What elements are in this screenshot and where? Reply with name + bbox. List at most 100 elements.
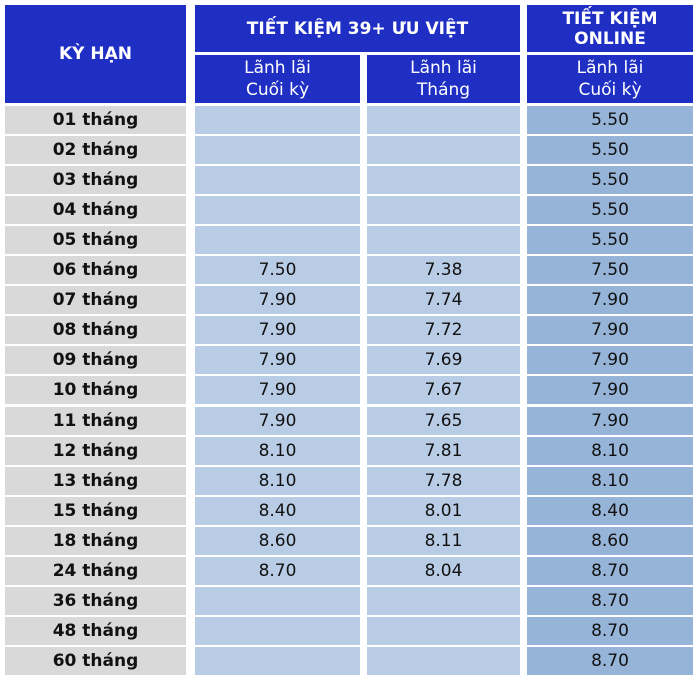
rate-text: 8.70: [258, 560, 297, 581]
term-cell: 03 tháng: [5, 166, 186, 195]
term-cell: 15 tháng: [5, 496, 186, 525]
header-text: KỲ HẠN: [58, 44, 132, 64]
rate-cell: [195, 586, 360, 615]
term-text: 60 tháng: [52, 650, 139, 671]
rate-cell: 7.78: [367, 466, 520, 495]
rate-text: 8.60: [258, 530, 297, 551]
rate-cell: [367, 646, 520, 675]
term-text: 06 tháng: [52, 260, 139, 281]
term-text: 08 tháng: [52, 320, 139, 341]
rate-cell: 7.90: [195, 376, 360, 405]
rate-text: 7.90: [258, 380, 297, 401]
rate-cell: 7.90: [527, 316, 693, 345]
rate-text: 8.70: [591, 590, 629, 611]
rate-text: 8.70: [591, 560, 629, 581]
rate-text: 8.10: [591, 470, 629, 491]
rate-cell: 7.90: [527, 346, 693, 375]
group-header: TIẾT KIỆM ONLINE: [527, 5, 693, 52]
rate-text: 7.90: [258, 320, 297, 341]
term-text: 02 tháng: [52, 140, 139, 161]
term-cell: 10 tháng: [5, 376, 186, 405]
rate-text: 8.10: [258, 440, 297, 461]
rate-cell: 7.38: [367, 256, 520, 285]
term-cell: 02 tháng: [5, 136, 186, 165]
header-text: Lãnh lãi: [244, 58, 311, 78]
header-text: TIẾT KIỆM: [562, 8, 658, 29]
term-cell: 01 tháng: [5, 106, 186, 135]
term-cell: 24 tháng: [5, 556, 186, 585]
header-text: TIẾT KIỆM 39+ ƯU VIỆT: [246, 18, 469, 39]
rate-text: 7.72: [424, 320, 463, 341]
term-cell: 05 tháng: [5, 226, 186, 255]
rate-cell: 7.81: [367, 436, 520, 465]
term-cell: 09 tháng: [5, 346, 186, 375]
rate-cell: [195, 196, 360, 225]
rate-text: 7.90: [591, 320, 629, 341]
rate-text: 7.90: [591, 350, 629, 371]
rate-cell: 5.50: [527, 106, 693, 135]
header-text: Cuối kỳ: [245, 80, 310, 100]
header-text: Cuối kỳ: [578, 80, 642, 100]
term-text: 03 tháng: [52, 170, 139, 191]
rate-cell: 8.70: [527, 586, 693, 615]
rate-cell: 8.60: [527, 526, 693, 555]
term-text: 04 tháng: [52, 200, 139, 221]
column-header: Lãnh lãi Cuối kỳ: [195, 55, 360, 103]
rate-text: 8.70: [591, 650, 629, 671]
term-text: 12 tháng: [52, 440, 139, 461]
term-text: 18 tháng: [52, 530, 139, 551]
rate-cell: [195, 616, 360, 645]
rate-cell: [195, 226, 360, 255]
rate-text: 7.78: [424, 470, 463, 491]
rate-cell: 7.90: [195, 316, 360, 345]
rate-text: 7.90: [258, 290, 297, 311]
rate-text: 5.50: [591, 110, 629, 131]
rate-text: 5.50: [591, 140, 629, 161]
term-cell: 12 tháng: [5, 436, 186, 465]
rate-text: 8.60: [591, 530, 629, 551]
rate-cell: 8.70: [527, 616, 693, 645]
rate-cell: 7.50: [195, 256, 360, 285]
rate-cell: 8.10: [195, 466, 360, 495]
rate-cell: [367, 166, 520, 195]
rate-text: 8.40: [591, 500, 629, 521]
rate-cell: 8.10: [527, 466, 693, 495]
rate-text: 8.01: [424, 500, 463, 521]
rate-cell: [195, 166, 360, 195]
rate-cell: [195, 106, 360, 135]
term-cell: 06 tháng: [5, 256, 186, 285]
term-text: 10 tháng: [52, 380, 139, 401]
rate-cell: [367, 226, 520, 255]
rate-text: 8.10: [258, 470, 297, 491]
rate-text: 7.74: [424, 290, 463, 311]
term-text: 13 tháng: [52, 470, 139, 491]
rate-cell: 8.01: [367, 496, 520, 525]
rate-text: 5.50: [591, 170, 629, 191]
rate-text: 8.11: [424, 530, 463, 551]
rate-cell: 7.74: [367, 286, 520, 315]
column-header: Lãnh lãi Tháng: [367, 55, 520, 103]
column-header: Lãnh lãi Cuối kỳ: [527, 55, 693, 103]
rate-cell: 7.90: [527, 286, 693, 315]
rate-cell: [195, 136, 360, 165]
term-header: KỲ HẠN: [5, 5, 186, 103]
rate-cell: 7.90: [195, 346, 360, 375]
rate-cell: 8.70: [195, 556, 360, 585]
rate-cell: 8.11: [367, 526, 520, 555]
rate-cell: 7.50: [527, 256, 693, 285]
term-cell: 18 tháng: [5, 526, 186, 555]
rate-text: 8.40: [258, 500, 297, 521]
term-cell: 48 tháng: [5, 616, 186, 645]
term-text: 01 tháng: [52, 110, 139, 131]
rate-cell: 8.70: [527, 646, 693, 675]
rate-cell: [367, 196, 520, 225]
group-header: TIẾT KIỆM 39+ ƯU VIỆT: [195, 5, 520, 52]
rate-cell: 7.69: [367, 346, 520, 375]
term-text: 11 tháng: [52, 410, 139, 431]
term-text: 48 tháng: [52, 620, 139, 641]
rate-cell: 5.50: [527, 166, 693, 195]
rate-cell: 7.90: [195, 406, 360, 435]
term-text: 07 tháng: [52, 290, 139, 311]
rate-cell: 8.70: [527, 556, 693, 585]
